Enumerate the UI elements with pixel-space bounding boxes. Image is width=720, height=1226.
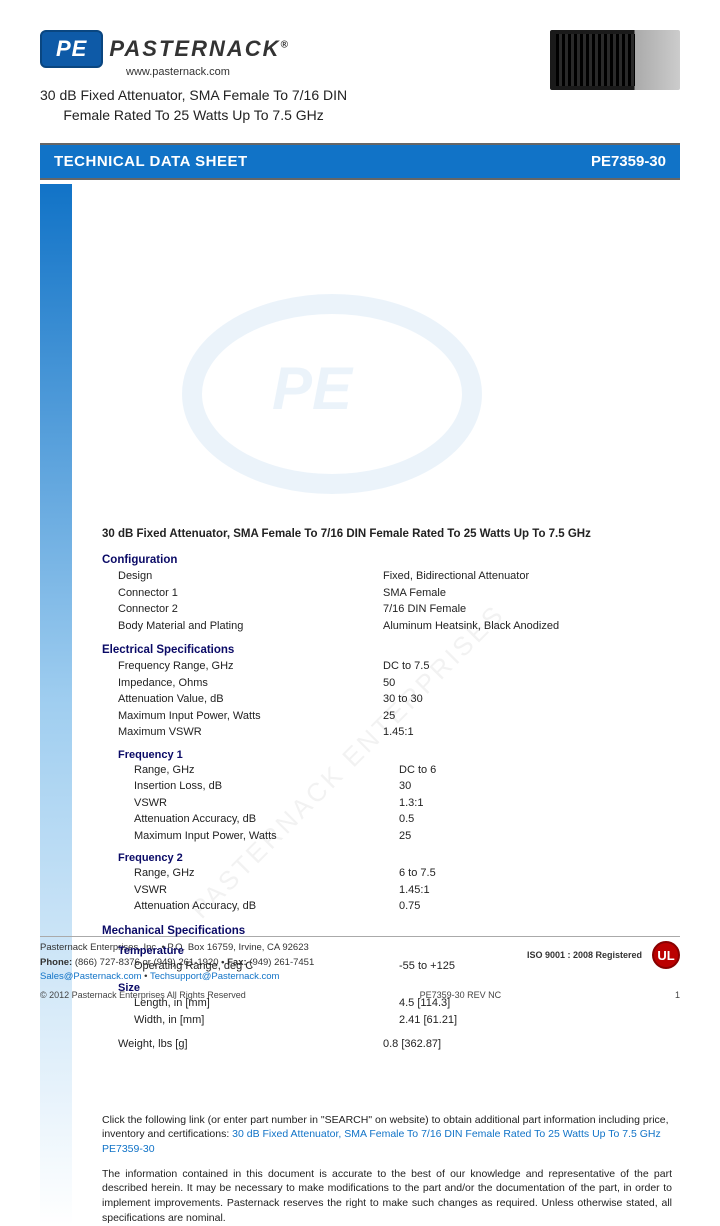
spec-row: VSWR1.45:1 (134, 882, 672, 899)
spec-row: Width, in [mm]2.41 [61.21] (134, 1012, 672, 1029)
spec-label: Attenuation Value, dB (118, 691, 383, 708)
spec-value: 2.41 [61.21] (399, 1012, 672, 1029)
spec-label: Width, in [mm] (134, 1012, 399, 1029)
product-image (550, 30, 680, 90)
spec-value: SMA Female (383, 585, 672, 602)
logo-badge: PE (40, 30, 103, 68)
spec-label: Range, GHz (134, 762, 399, 779)
section-mechanical: Mechanical Specifications (102, 925, 672, 937)
website-url: www.pasternack.com (126, 66, 230, 78)
spec-label: Frequency Range, GHz (118, 658, 383, 675)
spec-label: Attenuation Accuracy, dB (134, 811, 399, 828)
spec-value: 25 (383, 708, 672, 725)
spec-row: Maximum VSWR1.45:1 (118, 724, 672, 741)
spec-label: Attenuation Accuracy, dB (134, 898, 399, 915)
spec-label: Range, GHz (134, 865, 399, 882)
spec-value: 1.45:1 (383, 724, 672, 741)
part-number: PE7359-30 (591, 153, 666, 170)
spec-value: 4.5 [114.3] (399, 995, 672, 1012)
spec-label: Body Material and Plating (118, 618, 383, 635)
spec-row: Range, GHzDC to 6 (134, 762, 672, 779)
spec-label: Length, in [mm] (134, 995, 399, 1012)
section-electrical: Electrical Specifications (102, 644, 672, 656)
title-bar: TECHNICAL DATA SHEET PE7359-30 (40, 143, 680, 180)
spec-row: Insertion Loss, dB30 (134, 778, 672, 795)
section-configuration: Configuration (102, 554, 672, 566)
spec-row: Range, GHz6 to 7.5 (134, 865, 672, 882)
section-size: Size (118, 982, 672, 994)
spec-row: Weight, lbs [g] 0.8 [362.87] (118, 1036, 672, 1053)
spec-row: Attenuation Accuracy, dB0.75 (134, 898, 672, 915)
spec-value: 0.75 (399, 898, 672, 915)
disclaimer-text: The information contained in this docume… (102, 1167, 672, 1226)
spec-row: Maximum Input Power, Watts25 (134, 828, 672, 845)
spec-value: DC to 7.5 (383, 658, 672, 675)
spec-row: VSWR1.3:1 (134, 795, 672, 812)
section-freq2: Frequency 2 (118, 852, 672, 864)
svg-text:PE: PE (272, 355, 354, 422)
logo-area: PE PASTERNACK® www.pasternack.com 30 dB … (40, 30, 347, 125)
spec-value: 7/16 DIN Female (383, 601, 672, 618)
side-gradient (40, 184, 72, 1225)
spec-row: Length, in [mm]4.5 [114.3] (134, 995, 672, 1012)
spec-value: 1.45:1 (399, 882, 672, 899)
section-freq1: Frequency 1 (118, 749, 672, 761)
spec-row: Body Material and PlatingAluminum Heatsi… (118, 618, 672, 635)
spec-label: Maximum VSWR (118, 724, 383, 741)
spec-label: Weight, lbs [g] (118, 1036, 383, 1053)
spec-value: 30 to 30 (383, 691, 672, 708)
spec-value: 50 (383, 675, 672, 692)
watermark-logo: PE (152, 244, 720, 547)
spec-value: -55 to +125 (399, 958, 672, 975)
spec-value: 0.8 [362.87] (383, 1036, 672, 1053)
spec-value: Fixed, Bidirectional Attenuator (383, 568, 672, 585)
spec-label: Operating Range, deg C (134, 958, 399, 975)
brand-name: PASTERNACK® (109, 36, 290, 62)
info-link-block: Click the following link (or enter part … (102, 1113, 672, 1157)
main-product-title: 30 dB Fixed Attenuator, SMA Female To 7/… (102, 528, 672, 540)
spec-label: Maximum Input Power, Watts (118, 708, 383, 725)
spec-value: Aluminum Heatsink, Black Anodized (383, 618, 672, 635)
spec-label: Connector 1 (118, 585, 383, 602)
spec-value: 0.5 (399, 811, 672, 828)
spec-label: Insertion Loss, dB (134, 778, 399, 795)
spec-label: Connector 2 (118, 601, 383, 618)
spec-value: 6 to 7.5 (399, 865, 672, 882)
spec-value: DC to 6 (399, 762, 672, 779)
spec-label: VSWR (134, 795, 399, 812)
spec-value: 30 (399, 778, 672, 795)
spec-row: Attenuation Value, dB30 to 30 (118, 691, 672, 708)
spec-label: VSWR (134, 882, 399, 899)
spec-row: Maximum Input Power, Watts25 (118, 708, 672, 725)
spec-label: Impedance, Ohms (118, 675, 383, 692)
spec-row: Frequency Range, GHzDC to 7.5 (118, 658, 672, 675)
product-title: 30 dB Fixed Attenuator, SMA Female To 7/… (40, 86, 347, 125)
spec-row: Attenuation Accuracy, dB0.5 (134, 811, 672, 828)
spec-row: Connector 27/16 DIN Female (118, 601, 672, 618)
spec-value: 1.3:1 (399, 795, 672, 812)
spec-label: Maximum Input Power, Watts (134, 828, 399, 845)
sheet-title: TECHNICAL DATA SHEET (54, 153, 248, 170)
spec-row: Impedance, Ohms50 (118, 675, 672, 692)
spec-row: Operating Range, deg C-55 to +125 (134, 958, 672, 975)
section-temperature: Temperature (118, 945, 672, 957)
spec-value: 25 (399, 828, 672, 845)
spec-row: DesignFixed, Bidirectional Attenuator (118, 568, 672, 585)
spec-label: Design (118, 568, 383, 585)
spec-row: Connector 1SMA Female (118, 585, 672, 602)
